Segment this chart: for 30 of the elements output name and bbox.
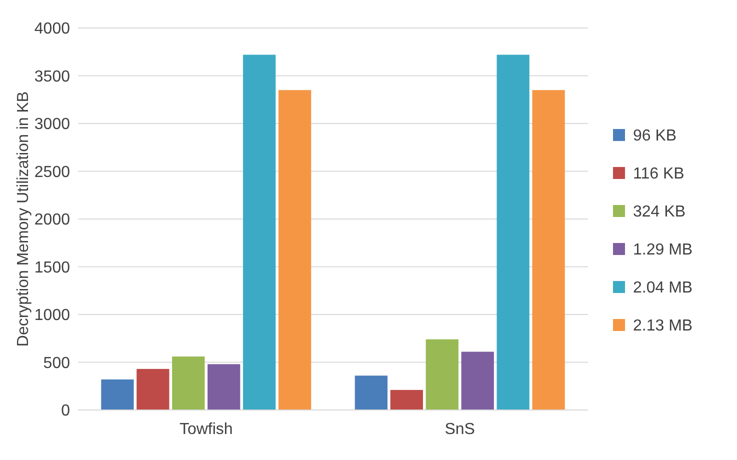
bar <box>390 390 423 410</box>
y-tick-label: 1500 <box>34 259 70 276</box>
bar <box>208 364 240 410</box>
y-tick-label: 3500 <box>34 68 70 86</box>
bar <box>461 352 494 410</box>
legend-label: 324 KB <box>633 204 686 221</box>
bar <box>101 379 134 410</box>
y-tick-label: 3000 <box>34 116 70 134</box>
bar <box>243 54 276 410</box>
legend-label: 96 KB <box>633 128 677 145</box>
y-tick-label: 2000 <box>34 212 70 229</box>
y-tick-label: 500 <box>43 354 70 372</box>
y-tick-label: 1000 <box>34 307 70 324</box>
y-tick-label: 2500 <box>34 164 70 181</box>
bar <box>278 90 312 410</box>
y-tick-label: 4000 <box>34 20 70 38</box>
y-tick-label: 0 <box>61 402 70 420</box>
legend-label: 1.29 MB <box>633 242 693 259</box>
bar <box>172 356 205 410</box>
legend-label: 2.04 MB <box>633 280 693 297</box>
x-tick-label: Towfish <box>179 421 233 438</box>
legend-label: 116 KB <box>633 166 684 183</box>
bar <box>354 376 388 410</box>
x-tick-label: SnS <box>444 421 475 438</box>
legend-label: 2.13 MB <box>633 318 693 335</box>
bar <box>532 90 565 410</box>
y-axis-title: Decryption Memory Utilization in KB <box>15 91 32 347</box>
bar <box>496 54 530 410</box>
bar <box>426 339 458 410</box>
bar <box>136 368 170 410</box>
